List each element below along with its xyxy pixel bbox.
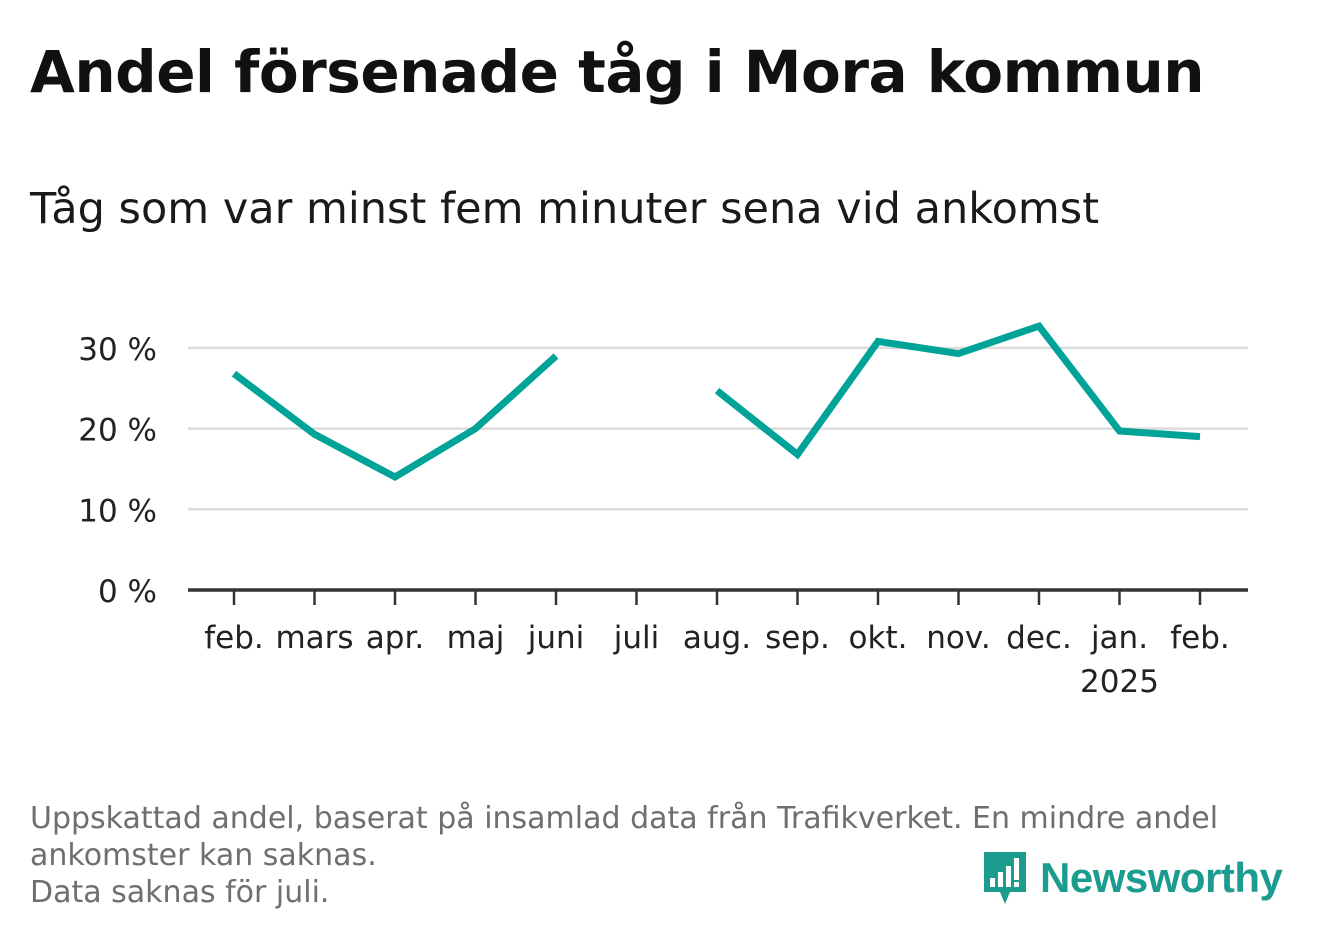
x-tick-label: feb. [1170,620,1230,656]
brand-name: Newsworthy [1040,854,1283,901]
x-tick-label: dec. [1006,620,1072,656]
y-tick-label: 20 % [78,413,157,449]
chart-title: Andel försenade tåg i Mora kommun [30,38,1205,106]
chart-subtitle: Tåg som var minst fem minuter sena vid a… [30,184,1100,234]
x-tick-label: jan. [1090,620,1148,656]
series-line-segment [714,321,1201,460]
x-tick-label: mars [275,620,353,656]
brand-logo: Newsworthy [980,848,1283,908]
series-line-segment [231,353,559,482]
y-tick-label: 10 % [78,493,157,529]
x-tick-label: juli [613,620,660,656]
x-tick-label: maj [447,620,505,656]
x-tick-label: aug. [683,620,751,656]
footnote-line-2: ankomster kan saknas. [30,838,377,873]
x-tick-label: juni [527,620,585,656]
x-tick-label: apr. [366,620,424,656]
footnote: Uppskattad andel, baserat på insamlad da… [30,800,1218,911]
x-tick-label: sep. [765,620,830,656]
x-tick-label: nov. [926,620,990,656]
x-tick-label: okt. [849,620,908,656]
x-tick-label: feb. [204,620,264,656]
y-tick-label: 30 % [78,332,157,368]
x-year-label: 2025 [1080,664,1159,700]
newsworthy-logo-icon [984,852,1026,904]
y-tick-label: 0 % [98,574,157,610]
footnote-line-3: Data saknas för juli. [30,875,330,910]
footnote-line-1: Uppskattad andel, baserat på insamlad da… [30,801,1219,836]
line-chart: 0 % 10 % 20 % 30 % feb. mars apr. maj juni juli au… [78,321,1248,700]
